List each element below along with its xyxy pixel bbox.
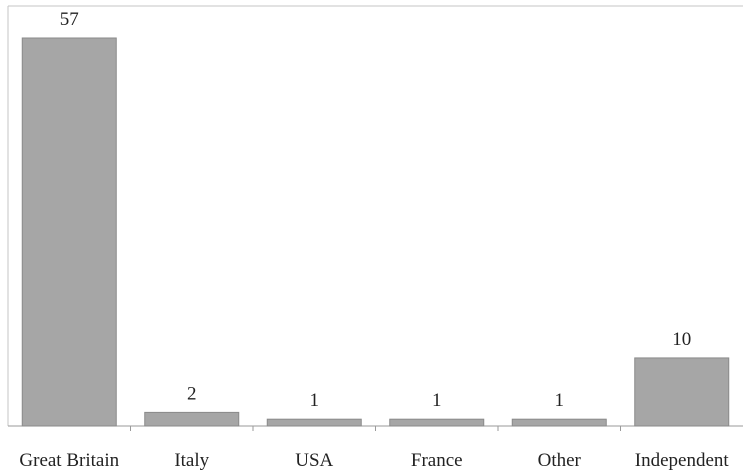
bar-france bbox=[389, 418, 485, 427]
value-label-independent: 10 bbox=[672, 329, 691, 350]
category-label-france: France bbox=[411, 450, 463, 471]
category-label-italy: Italy bbox=[174, 450, 209, 471]
value-label-france: 1 bbox=[432, 390, 442, 411]
bar-great-britain bbox=[21, 37, 117, 427]
category-label-other: Other bbox=[538, 450, 582, 471]
bar-group bbox=[21, 37, 730, 431]
category-label-independent: Independent bbox=[635, 450, 730, 471]
bar-independent bbox=[634, 357, 730, 427]
bar-usa bbox=[266, 418, 362, 427]
bar-italy bbox=[144, 411, 240, 427]
value-label-group: 57 2 1 1 1 10 bbox=[60, 9, 692, 411]
category-label-great-britain: Great Britain bbox=[19, 450, 119, 471]
bar-other bbox=[511, 418, 607, 427]
value-label-great-britain: 57 bbox=[60, 9, 79, 30]
value-label-usa: 1 bbox=[310, 390, 320, 411]
value-label-italy: 2 bbox=[187, 383, 197, 404]
category-label-group: Great Britain Italy USA France Other Independ… bbox=[19, 450, 729, 471]
category-label-usa: USA bbox=[295, 450, 333, 471]
value-label-other: 1 bbox=[555, 390, 565, 411]
